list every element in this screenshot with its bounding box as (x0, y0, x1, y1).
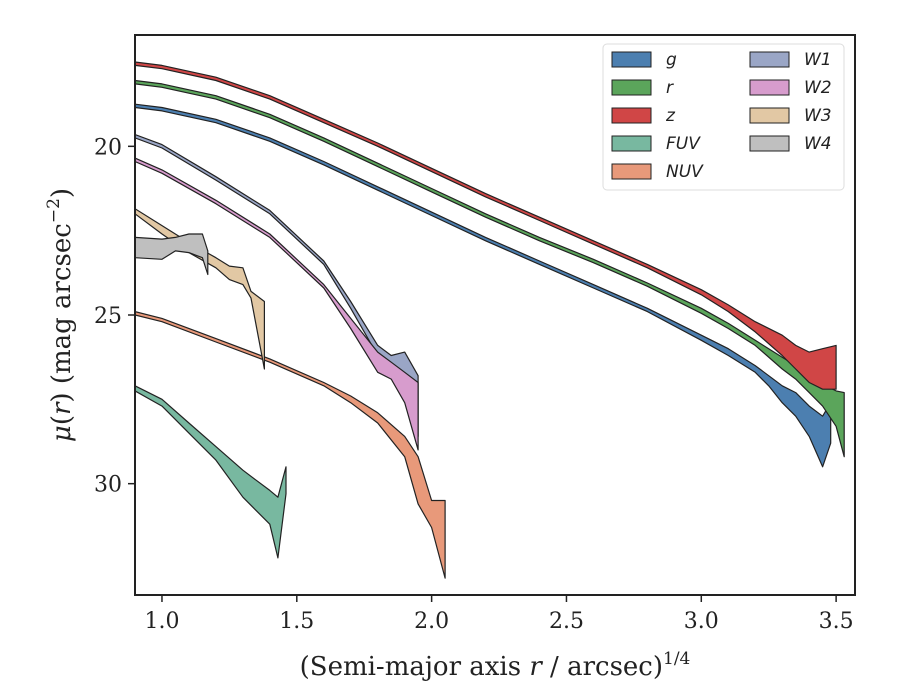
legend-label: g (666, 50, 677, 70)
legend-item-g: g (611, 50, 677, 70)
legend-swatch (749, 135, 790, 152)
band-nuv (135, 311, 446, 579)
legend-label: FUV (666, 134, 701, 154)
x-tick-label: 3.0 (684, 609, 719, 634)
legend-swatch (749, 107, 790, 124)
band-g (135, 103, 832, 468)
legend-swatch (611, 79, 652, 96)
legend-item-z: z (611, 106, 676, 126)
legend-item-r: r (611, 78, 674, 98)
x-axis: 1.0 1.5 2.0 2.5 3.0 3.5 (144, 595, 854, 634)
legend-label: NUV (666, 162, 704, 182)
y-axis-title: μ(r) (mag arcsec−2) (44, 188, 77, 442)
legend-swatch (611, 107, 652, 124)
legend-swatch (749, 79, 790, 96)
legend-item-w4: W4 (749, 134, 832, 154)
band-fuv (135, 385, 287, 559)
x-tick-label: 1.0 (144, 609, 179, 634)
legend: grz FUV NUV W1 W2 W3 W4 (602, 43, 845, 191)
legend-swatch (611, 51, 652, 68)
legend-swatch (749, 51, 790, 68)
legend-swatch (611, 135, 652, 152)
legend-label: W2 (804, 78, 832, 98)
legend-label: z (665, 106, 676, 126)
band-w4 (135, 233, 209, 276)
band-z (135, 61, 837, 390)
y-tick-label: 25 (94, 304, 122, 329)
x-tick-label: 2.0 (414, 609, 449, 634)
legend-label: W4 (804, 134, 832, 154)
legend-item-w1: W1 (749, 50, 832, 70)
y-tick-label: 20 (94, 135, 122, 160)
x-tick-label: 1.5 (279, 609, 314, 634)
legend-item-fuv: FUV (611, 134, 701, 154)
y-axis: 20 25 30 (94, 135, 135, 498)
legend-label: W3 (804, 106, 832, 126)
legend-item-w2: W2 (749, 78, 832, 98)
band-w2 (135, 157, 419, 451)
profile-bands (135, 61, 845, 579)
x-tick-label: 3.5 (819, 609, 854, 634)
band-w3 (135, 208, 265, 370)
legend-item-w3: W3 (749, 106, 832, 126)
legend-swatch (611, 163, 652, 180)
x-axis-title: (Semi-major axis r / arcsec)1/4 (300, 649, 691, 682)
x-tick-label: 2.5 (549, 609, 584, 634)
legend-label: r (666, 78, 674, 98)
legend-item-nuv: NUV (611, 162, 704, 182)
band-r (135, 79, 845, 458)
y-tick-label: 30 (94, 473, 122, 498)
legend-label: W1 (804, 50, 832, 70)
